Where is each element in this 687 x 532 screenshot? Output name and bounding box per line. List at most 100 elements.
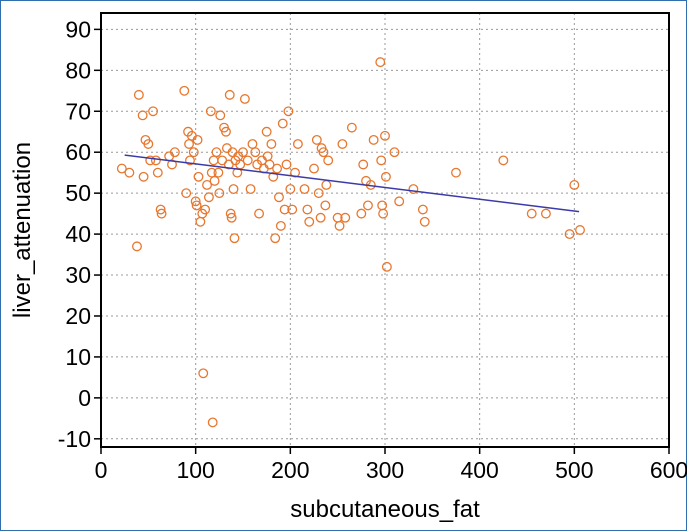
data-point bbox=[394, 196, 405, 207]
data-point bbox=[311, 134, 322, 145]
data-point bbox=[272, 163, 283, 174]
data-point bbox=[417, 204, 428, 215]
data-point bbox=[254, 208, 265, 219]
data-point bbox=[242, 155, 253, 166]
data-point bbox=[215, 110, 226, 121]
data-point bbox=[228, 184, 239, 195]
data-point bbox=[299, 184, 310, 195]
data-point bbox=[190, 196, 201, 207]
data-point bbox=[214, 188, 225, 199]
data-point bbox=[188, 147, 199, 158]
data-point bbox=[195, 216, 206, 227]
data-point bbox=[378, 208, 389, 219]
data-point bbox=[202, 180, 212, 190]
axis-ticks: 0 100 200 300 400 500 600-10010203040506070809… bbox=[58, 16, 687, 483]
data-point bbox=[239, 94, 250, 104]
data-point bbox=[569, 180, 580, 190]
data-point bbox=[152, 167, 163, 178]
data-point bbox=[150, 155, 161, 166]
data-points bbox=[116, 57, 585, 428]
data-point bbox=[137, 110, 148, 121]
data-point bbox=[320, 200, 331, 211]
data-point bbox=[323, 155, 334, 166]
data-point bbox=[181, 188, 192, 199]
data-point bbox=[419, 216, 430, 227]
x-tick-label: 600 bbox=[650, 457, 687, 483]
y-tick-label: 90 bbox=[65, 16, 91, 42]
data-point bbox=[200, 204, 211, 215]
data-point bbox=[346, 122, 357, 133]
data-point bbox=[224, 89, 235, 100]
y-tick-label: 80 bbox=[65, 57, 91, 83]
data-point bbox=[169, 147, 180, 158]
data-point bbox=[375, 57, 386, 68]
grid-lines bbox=[101, 13, 669, 447]
data-point bbox=[408, 184, 419, 195]
data-point bbox=[337, 139, 348, 149]
y-tick-label: 30 bbox=[65, 262, 91, 288]
data-point bbox=[340, 212, 351, 223]
data-point bbox=[287, 204, 298, 215]
data-point bbox=[198, 368, 209, 379]
data-point bbox=[266, 139, 277, 149]
data-point bbox=[363, 200, 373, 211]
data-point bbox=[575, 225, 585, 235]
data-point bbox=[274, 192, 284, 203]
data-point bbox=[285, 184, 296, 195]
data-point bbox=[279, 204, 290, 215]
x-tick-label: 200 bbox=[271, 457, 309, 483]
data-point bbox=[380, 130, 390, 141]
data-point bbox=[356, 208, 367, 219]
trend-line bbox=[124, 154, 580, 213]
data-point bbox=[238, 147, 248, 158]
data-point bbox=[138, 171, 149, 182]
data-point bbox=[315, 212, 326, 223]
x-tick-label: 500 bbox=[555, 457, 593, 483]
data-point bbox=[213, 167, 224, 178]
data-point bbox=[380, 171, 391, 182]
data-point bbox=[283, 106, 294, 117]
x-tick-label: 400 bbox=[460, 457, 498, 483]
data-point bbox=[318, 147, 329, 158]
y-tick-label: 60 bbox=[65, 139, 91, 165]
data-point bbox=[540, 208, 551, 219]
data-point bbox=[264, 159, 275, 170]
data-point bbox=[250, 147, 261, 158]
data-point bbox=[275, 220, 286, 231]
data-point bbox=[203, 192, 214, 203]
y-tick-label: 40 bbox=[65, 221, 91, 247]
data-point bbox=[377, 200, 388, 211]
data-point bbox=[564, 229, 575, 240]
data-point bbox=[208, 155, 219, 166]
data-point bbox=[268, 171, 279, 182]
data-point bbox=[261, 126, 272, 137]
data-point bbox=[156, 208, 167, 219]
x-tick-label: 0 bbox=[95, 457, 108, 483]
y-axis-title: liver_attenuation bbox=[9, 142, 36, 318]
data-point bbox=[229, 233, 240, 244]
data-point bbox=[191, 200, 202, 211]
data-point bbox=[116, 163, 127, 174]
data-point bbox=[334, 220, 345, 231]
data-point bbox=[148, 106, 159, 117]
data-point bbox=[143, 139, 154, 149]
data-point bbox=[389, 147, 400, 158]
data-point bbox=[167, 159, 177, 170]
data-point bbox=[376, 155, 387, 166]
data-point bbox=[281, 159, 292, 170]
data-point bbox=[321, 180, 332, 190]
data-point bbox=[368, 134, 379, 145]
data-point bbox=[205, 106, 216, 117]
data-point bbox=[451, 167, 461, 178]
data-point bbox=[145, 155, 156, 166]
data-point bbox=[358, 159, 369, 170]
data-point bbox=[225, 208, 236, 219]
data-point bbox=[245, 184, 256, 195]
data-point bbox=[124, 167, 135, 178]
data-point bbox=[309, 163, 319, 174]
y-tick-label: 50 bbox=[65, 180, 91, 206]
data-point bbox=[133, 89, 144, 100]
data-point bbox=[132, 241, 142, 252]
